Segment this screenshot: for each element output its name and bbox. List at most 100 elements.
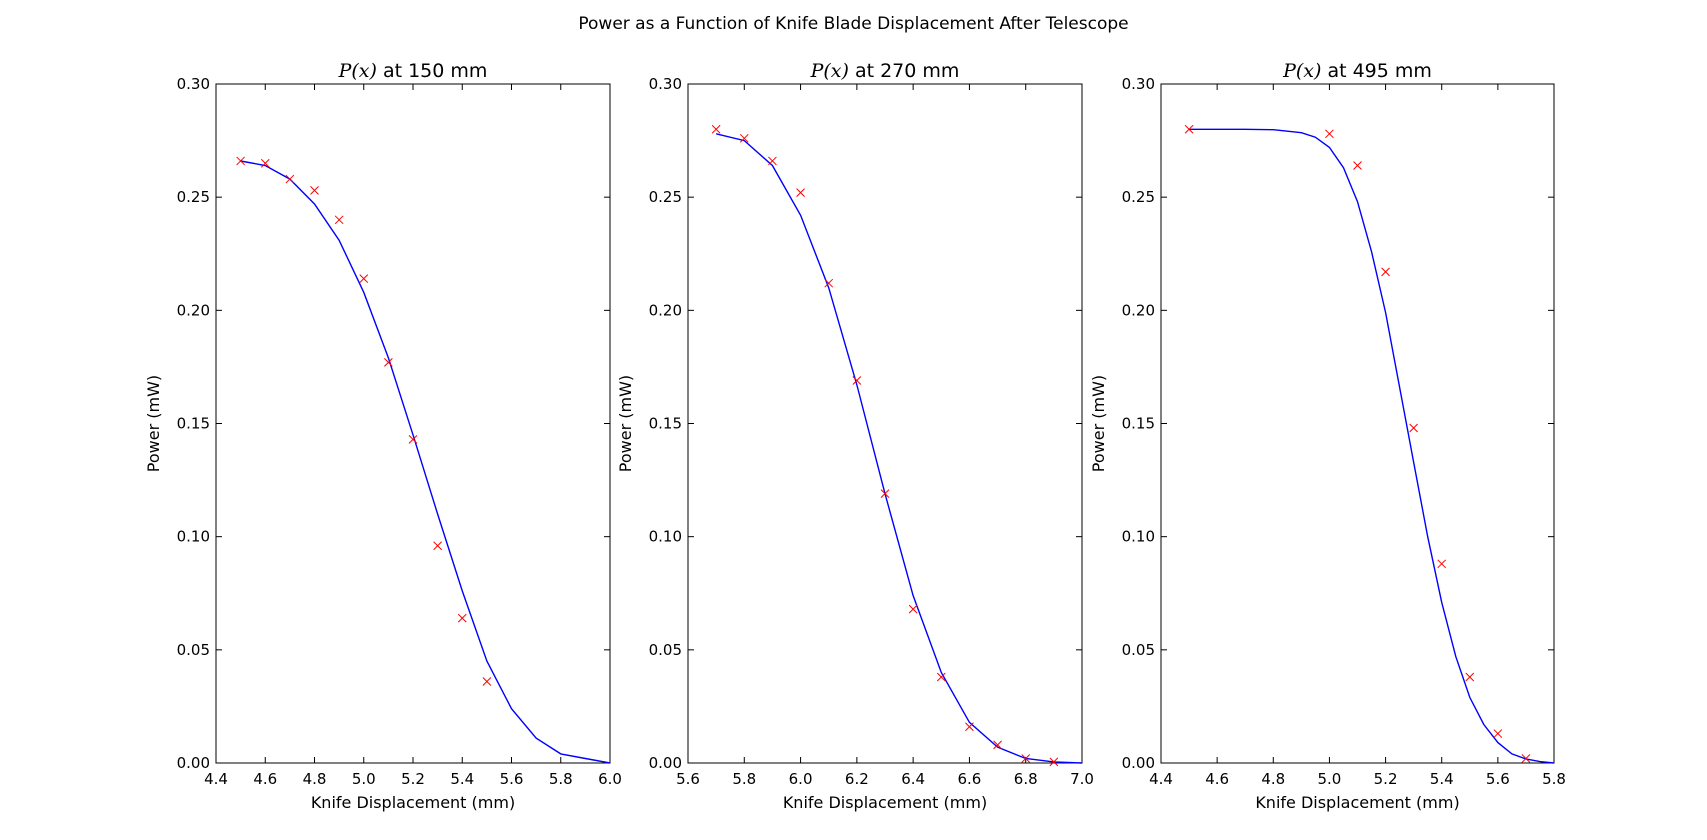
data-point xyxy=(880,489,890,499)
data-point xyxy=(408,434,418,444)
y-tick-label: 0.10 xyxy=(1122,528,1155,546)
subplot-title-math: P(x) xyxy=(1282,60,1321,82)
data-point-stroke xyxy=(1325,129,1334,139)
data-point-stroke xyxy=(936,672,946,682)
fit-curve xyxy=(1189,128,1555,764)
data-point xyxy=(1353,161,1362,170)
x-tick-label: 4.6 xyxy=(1205,770,1229,788)
y-tick-label: 0.30 xyxy=(177,75,210,93)
data-point xyxy=(310,186,319,195)
subplot-title-math: P(x) xyxy=(338,60,377,82)
data-point xyxy=(1184,124,1194,134)
x-axis-label: Knife Displacement (mm) xyxy=(311,793,515,812)
subplot-title: P(x) at 495 mm xyxy=(1282,60,1432,82)
data-point xyxy=(384,358,393,367)
data-point-stroke xyxy=(1049,757,1059,767)
data-point xyxy=(908,604,918,614)
data-point-stroke xyxy=(1521,754,1531,763)
x-tick-label: 4.8 xyxy=(1261,770,1285,788)
data-point-stroke xyxy=(852,376,862,385)
data-point xyxy=(334,215,344,225)
data-point-stroke xyxy=(1353,161,1362,170)
y-tick-label: 0.20 xyxy=(649,301,682,319)
y-tick-label: 0.30 xyxy=(649,75,682,93)
data-point-stroke xyxy=(1493,729,1503,738)
data-point-stroke xyxy=(796,188,805,197)
data-point xyxy=(824,278,834,288)
data-point-stroke xyxy=(334,215,344,225)
x-tick-label: 4.6 xyxy=(253,770,277,788)
x-axis-label: Knife Displacement (mm) xyxy=(1255,793,1459,812)
data-point-stroke xyxy=(359,274,369,284)
data-point xyxy=(1465,672,1475,682)
y-tick-label: 0.15 xyxy=(177,415,210,433)
x-tick-label: 5.8 xyxy=(549,770,573,788)
data-point xyxy=(796,188,805,197)
subplot-title-text: at 150 mm xyxy=(377,60,488,82)
data-point-stroke xyxy=(1437,559,1447,569)
data-point-stroke xyxy=(310,186,319,195)
data-point xyxy=(965,722,974,732)
data-point xyxy=(285,174,295,184)
data-point-stroke xyxy=(236,156,245,166)
y-tick-label: 0.05 xyxy=(1122,641,1155,659)
x-tick-label: 5.4 xyxy=(450,770,474,788)
y-axis-label: Power (mW) xyxy=(616,375,635,472)
data-point xyxy=(1521,754,1531,763)
data-point-stroke xyxy=(457,613,467,623)
data-point xyxy=(739,133,749,143)
data-point xyxy=(1325,129,1334,139)
subplot-1: 4.4 4.6 4.8 5.0 5.2 5.4 5.6 5.8 6.0 0.00 0.05 0.10 0… xyxy=(144,60,622,812)
data-point xyxy=(482,677,492,686)
x-tick-label: 5.8 xyxy=(732,770,756,788)
x-tick-label: 6.0 xyxy=(789,770,813,788)
y-axis-label: Power (mW) xyxy=(1089,375,1108,472)
y-tick-label: 0.20 xyxy=(177,301,210,319)
y-tick-label: 0.15 xyxy=(1122,415,1155,433)
x-tick-label: 7.0 xyxy=(1070,770,1094,788)
data-point xyxy=(852,376,862,385)
data-point xyxy=(993,740,1002,750)
x-tick-label: 6.4 xyxy=(901,770,925,788)
subplot-2: 5.6 5.8 6.0 6.2 6.4 6.6 6.8 7.0 0.00 0.05 0.10 0.15… xyxy=(616,60,1094,812)
subplot-title-math: P(x) xyxy=(810,60,849,82)
x-tick-label: 5.0 xyxy=(352,770,376,788)
y-tick-label: 0.05 xyxy=(649,641,682,659)
x-tick-label: 6.0 xyxy=(598,770,622,788)
data-point xyxy=(433,541,442,551)
subplot-title-text: at 495 mm xyxy=(1321,60,1432,82)
y-tick-label: 0.15 xyxy=(649,415,682,433)
x-tick-label: 5.6 xyxy=(676,770,700,788)
data-point-stroke xyxy=(482,677,492,686)
x-tick-label: 4.8 xyxy=(303,770,327,788)
y-tick-label: 0.00 xyxy=(177,754,210,772)
data-point-stroke xyxy=(711,124,721,134)
x-axis-label: Knife Displacement (mm) xyxy=(783,793,987,812)
x-tick-label: 6.6 xyxy=(957,770,981,788)
y-tick-label: 0.25 xyxy=(177,188,210,206)
data-point-stroke xyxy=(1465,672,1475,682)
figure-title: Power as a Function of Knife Blade Displ… xyxy=(578,14,1129,34)
y-tick-label: 0.20 xyxy=(1122,301,1155,319)
x-tick-label: 4.4 xyxy=(204,770,228,788)
x-tick-label: 5.6 xyxy=(1486,770,1510,788)
x-tick-label: 4.4 xyxy=(1149,770,1173,788)
data-point-stroke xyxy=(1409,423,1418,433)
x-tick-label: 5.8 xyxy=(1542,770,1566,788)
subplot-3: 4.4 4.6 4.8 5.0 5.2 5.4 5.6 5.8 0.00 0.05 0.10 0.15… xyxy=(1089,60,1566,812)
data-point-stroke xyxy=(993,740,1002,750)
data-point-stroke xyxy=(384,358,393,367)
y-tick-label: 0.10 xyxy=(649,528,682,546)
data-point xyxy=(1021,754,1031,763)
subplot-title: P(x) at 270 mm xyxy=(810,60,960,82)
axes-frame xyxy=(215,83,611,764)
fit-curve xyxy=(715,133,1083,764)
data-point-stroke xyxy=(260,158,270,168)
data-point xyxy=(359,274,369,284)
data-point-stroke xyxy=(1184,124,1194,134)
data-point xyxy=(1409,423,1418,433)
subplot-title: P(x) at 150 mm xyxy=(338,60,488,82)
data-point-stroke xyxy=(1381,267,1390,277)
data-point-stroke xyxy=(824,278,834,288)
data-point xyxy=(1437,559,1447,569)
